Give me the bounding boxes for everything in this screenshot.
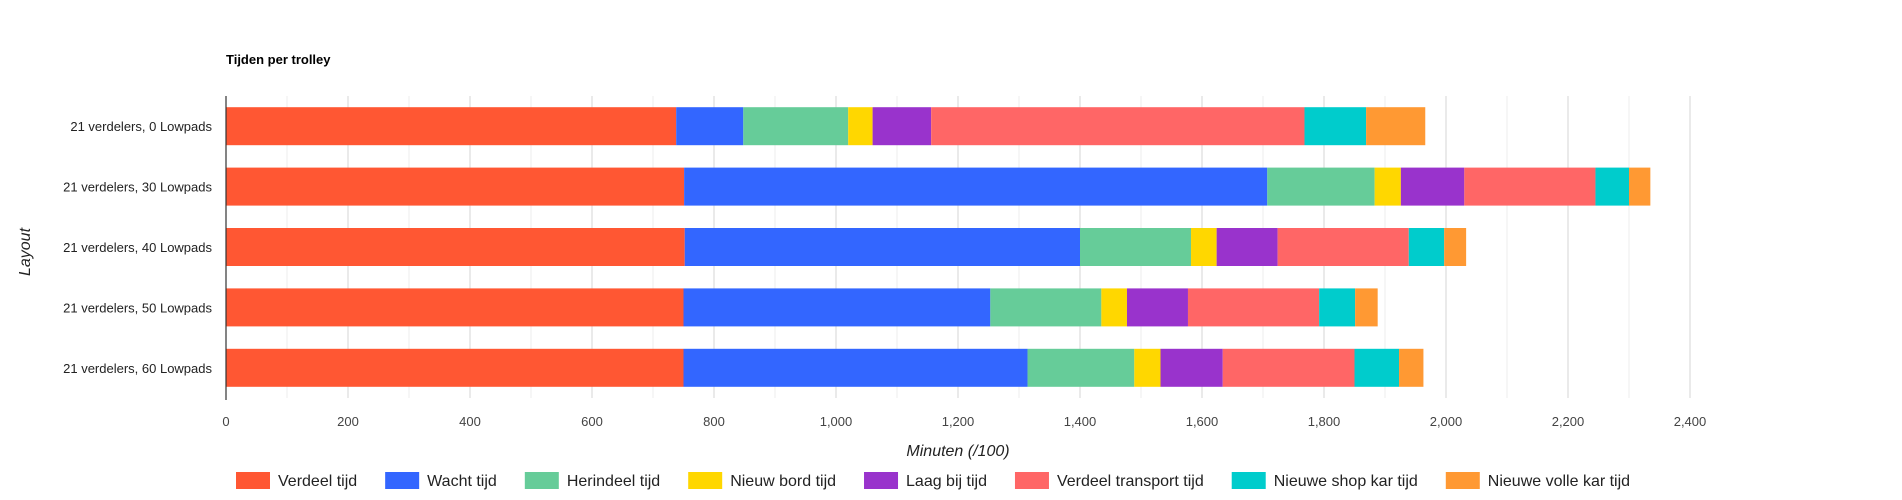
legend-swatch	[1445, 472, 1480, 489]
legend-label: Nieuw bord tijd	[730, 473, 836, 490]
bar-segment	[1267, 167, 1375, 206]
x-axis-label: Minuten (/100)	[906, 443, 1009, 460]
y-category-label: 21 verdelers, 30 Lowpads	[63, 180, 212, 195]
legend-label: Herindeel tijd	[567, 473, 660, 490]
x-tick-label: 1,000	[820, 414, 853, 429]
x-tick-label: 1,400	[1064, 414, 1097, 429]
x-tick-label: 200	[337, 414, 359, 429]
bar-segment	[1027, 348, 1135, 387]
bar-segment	[1444, 228, 1467, 266]
y-category-label: 21 verdelers, 50 Lowpads	[63, 300, 212, 315]
legend-swatch	[236, 472, 270, 489]
x-tick-label: 2,200	[1552, 414, 1585, 429]
bar-segment	[676, 107, 744, 146]
bar-segment	[1216, 228, 1278, 266]
bar-segment	[683, 288, 991, 327]
bar-segment	[226, 167, 685, 206]
y-category-label: 21 verdelers, 40 Lowpads	[63, 240, 212, 255]
bar-segment	[226, 348, 684, 387]
bar-segment	[848, 107, 873, 146]
x-tick-label: 1,600	[1186, 414, 1219, 429]
bar-segment	[1629, 167, 1651, 206]
x-tick-label: 800	[703, 414, 725, 429]
bar-segment	[1399, 348, 1424, 387]
x-tick-label: 400	[459, 414, 481, 429]
legend-label: Verdeel transport tijd	[1057, 473, 1204, 490]
legend-swatch	[864, 472, 899, 489]
bar-segment	[684, 228, 1080, 266]
x-tick-label: 1,200	[942, 414, 975, 429]
legend: Verdeel tijd Wacht tijd Herindeel tijd Nieu…	[236, 472, 1630, 490]
x-tick-label: 2,400	[1674, 414, 1707, 429]
bar-segment	[1134, 348, 1161, 387]
legend-label: Laag bij tijd	[906, 473, 987, 490]
bar-segment	[1354, 348, 1400, 387]
bar-segment	[1222, 348, 1355, 387]
legend-label: Nieuwe shop kar tijd	[1274, 473, 1418, 490]
bar-segment	[683, 348, 1028, 387]
bar-segment	[743, 107, 849, 146]
bar-segment	[1277, 228, 1409, 266]
bar-segment	[1187, 288, 1320, 327]
legend-swatch	[385, 472, 420, 489]
bar-segment	[1366, 107, 1426, 146]
x-tick-label: 600	[581, 414, 603, 429]
y-category-label: 21 verdelers, 0 Lowpads	[70, 119, 212, 134]
bar-segment	[1408, 228, 1445, 266]
legend-swatch	[1231, 472, 1266, 489]
bar-segment	[1080, 228, 1192, 266]
bar-segment	[684, 167, 1268, 206]
bar-segment	[1319, 288, 1356, 327]
y-category-label: 21 verdelers, 60 Lowpads	[63, 361, 212, 376]
bar-segment	[226, 228, 685, 266]
x-tick-labels: 0 200 400 600 800 1,000 1,200 1,400 1,600 1,800 2,…	[222, 414, 1706, 429]
bar-segment	[1355, 288, 1378, 327]
legend-label: Wacht tijd	[427, 473, 497, 490]
legend-label: Verdeel tijd	[278, 473, 357, 490]
bars	[226, 107, 1651, 387]
bar-segment	[1126, 288, 1188, 327]
bar-segment	[226, 288, 684, 327]
y-axis-label: Layout	[17, 227, 34, 276]
bar-segment	[1374, 167, 1401, 206]
legend-swatch	[688, 472, 723, 489]
x-tick-label: 2,000	[1430, 414, 1463, 429]
x-tick-label: 0	[222, 414, 229, 429]
bar-segment	[1595, 167, 1629, 206]
legend-label: Nieuwe volle kar tijd	[1488, 473, 1630, 490]
legend-swatch	[524, 472, 559, 489]
chart-title: Tijden per trolley	[226, 52, 331, 67]
bar-segment	[226, 107, 677, 146]
bar-segment	[1464, 167, 1596, 206]
x-tick-label: 1,800	[1308, 414, 1341, 429]
bar-segment	[1304, 107, 1367, 146]
bar-segment	[1191, 228, 1217, 266]
bar-segment	[1160, 348, 1223, 387]
bar-segment	[931, 107, 1305, 146]
bar-segment	[1400, 167, 1465, 206]
bar-segment	[990, 288, 1102, 327]
legend-swatch	[1014, 472, 1049, 489]
bar-segment	[1101, 288, 1127, 327]
y-category-labels: 21 verdelers, 0 Lowpads 21 verdelers, 30 …	[63, 119, 212, 376]
bar-segment	[872, 107, 932, 146]
